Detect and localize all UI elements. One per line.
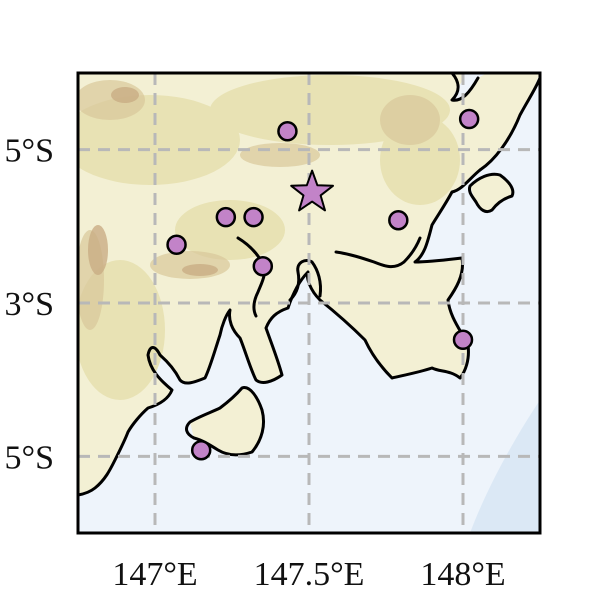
lon-tick-label: 147.5°E — [254, 556, 365, 593]
star-icon — [290, 169, 334, 212]
station-marker — [166, 234, 187, 255]
station-marker — [215, 206, 237, 228]
coastline — [185, 386, 266, 457]
graticule — [78, 73, 540, 533]
coastline — [468, 172, 515, 214]
terrain-patch — [88, 225, 108, 275]
markers — [166, 108, 480, 461]
coastline — [288, 258, 322, 302]
lat-tick-label: 3°S — [4, 286, 54, 323]
coastline — [78, 168, 482, 497]
station-marker — [277, 121, 298, 142]
deep-ocean-shading — [470, 400, 540, 533]
lon-tick-label: 148°E — [420, 556, 505, 593]
coastline — [334, 236, 422, 269]
coastline — [450, 73, 540, 172]
island-south — [190, 387, 264, 455]
station-marker — [252, 255, 274, 277]
coastline — [236, 236, 266, 318]
lon-tick-label: 147°E — [112, 556, 197, 593]
tick-labels: 147°E 147.5°E 148°E 5°S 3°S 5°S — [4, 133, 505, 593]
terrain-patch — [182, 264, 218, 276]
map-frame — [76, 71, 542, 535]
terrain-patch — [111, 87, 139, 103]
station-marker — [243, 206, 264, 228]
peninsula-east — [470, 174, 513, 212]
station-marker — [190, 439, 212, 461]
station-marker — [388, 209, 409, 231]
station-marker — [458, 108, 480, 130]
station-marker — [452, 329, 474, 351]
lat-tick-label: 5°S — [4, 439, 54, 476]
terrain-patch — [380, 95, 440, 145]
lat-tick-label: 5°S — [4, 133, 54, 170]
